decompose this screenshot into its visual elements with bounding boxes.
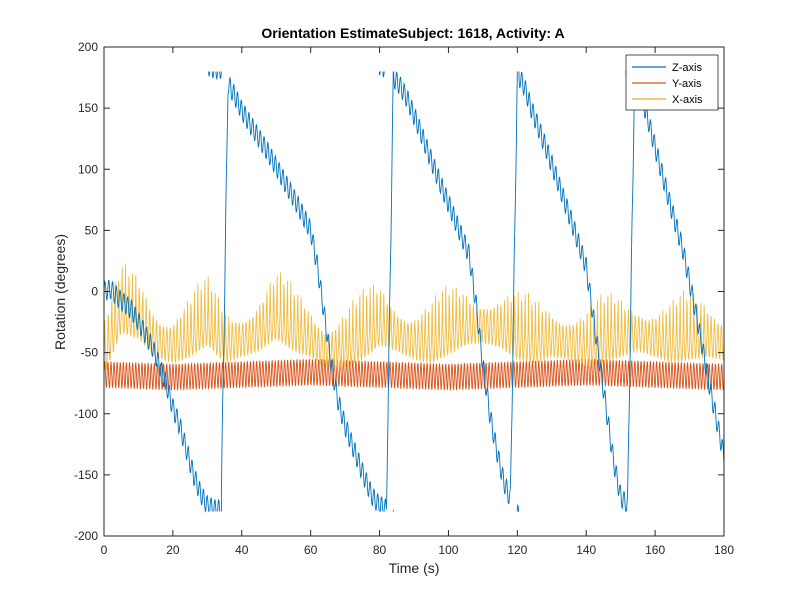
- x-tick-label: 180: [714, 543, 734, 557]
- x-axis-ticks: 0 20 40 60 80 100 120 140 160 180: [101, 47, 734, 557]
- x-tick-label: 120: [507, 543, 527, 557]
- series-line-y-axis: [104, 358, 724, 391]
- y-tick-label: -150: [74, 468, 98, 482]
- series-line-z-axis: [211, 71, 215, 79]
- x-tick-label: 80: [373, 543, 387, 557]
- series-line-z-axis: [104, 280, 210, 513]
- legend-label: X-axis: [672, 94, 703, 106]
- x-tick-label: 60: [304, 543, 318, 557]
- y-tick-label: 150: [78, 101, 98, 115]
- x-tick-label: 0: [101, 543, 108, 557]
- legend-label: Y-axis: [672, 78, 702, 90]
- series-line-z-axis: [219, 71, 222, 79]
- x-tick-label: 20: [166, 543, 180, 557]
- plot-area: [104, 47, 724, 536]
- y-tick-label: 0: [91, 285, 98, 299]
- y-tick-label: -100: [74, 407, 98, 421]
- legend-label: Z-axis: [672, 62, 702, 74]
- x-tick-label: 40: [235, 543, 249, 557]
- y-tick-label: 100: [78, 162, 98, 176]
- y-axis-label: Rotation (degrees): [52, 234, 68, 350]
- x-axis-label: Time (s): [389, 560, 440, 576]
- x-tick-label: 100: [438, 543, 458, 557]
- series-line-z-axis: [518, 71, 627, 512]
- series-line-z-axis: [383, 71, 394, 512]
- y-tick-label: -50: [81, 346, 99, 360]
- series-line-z-axis: [217, 499, 221, 512]
- series-line-z-axis: [208, 71, 211, 77]
- x-tick-label: 160: [645, 543, 665, 557]
- y-tick-label: 200: [78, 40, 98, 54]
- series-line-z-axis: [209, 497, 213, 512]
- y-tick-label: -200: [74, 529, 98, 543]
- x-tick-label: 140: [576, 543, 596, 557]
- series-line-z-axis: [215, 71, 219, 81]
- series-line-z-axis: [213, 499, 217, 512]
- series-line-z-axis: [516, 503, 520, 512]
- series-line-z-axis: [393, 71, 518, 505]
- series-line-z-axis: [380, 496, 384, 512]
- y-axis-ticks: -200 -150 -100 -50 0 50 100 150 200: [74, 40, 724, 543]
- y-tick-label: 50: [85, 223, 99, 237]
- legend: Z-axis Y-axis X-axis: [625, 54, 719, 111]
- series-line-z-axis: [382, 71, 385, 78]
- series-line-z-axis: [220, 76, 380, 512]
- series-line-x-axis: [104, 264, 724, 370]
- chart-title: Orientation EstimateSubject: 1618, Activ…: [261, 25, 564, 41]
- series-line-z-axis: [378, 71, 381, 76]
